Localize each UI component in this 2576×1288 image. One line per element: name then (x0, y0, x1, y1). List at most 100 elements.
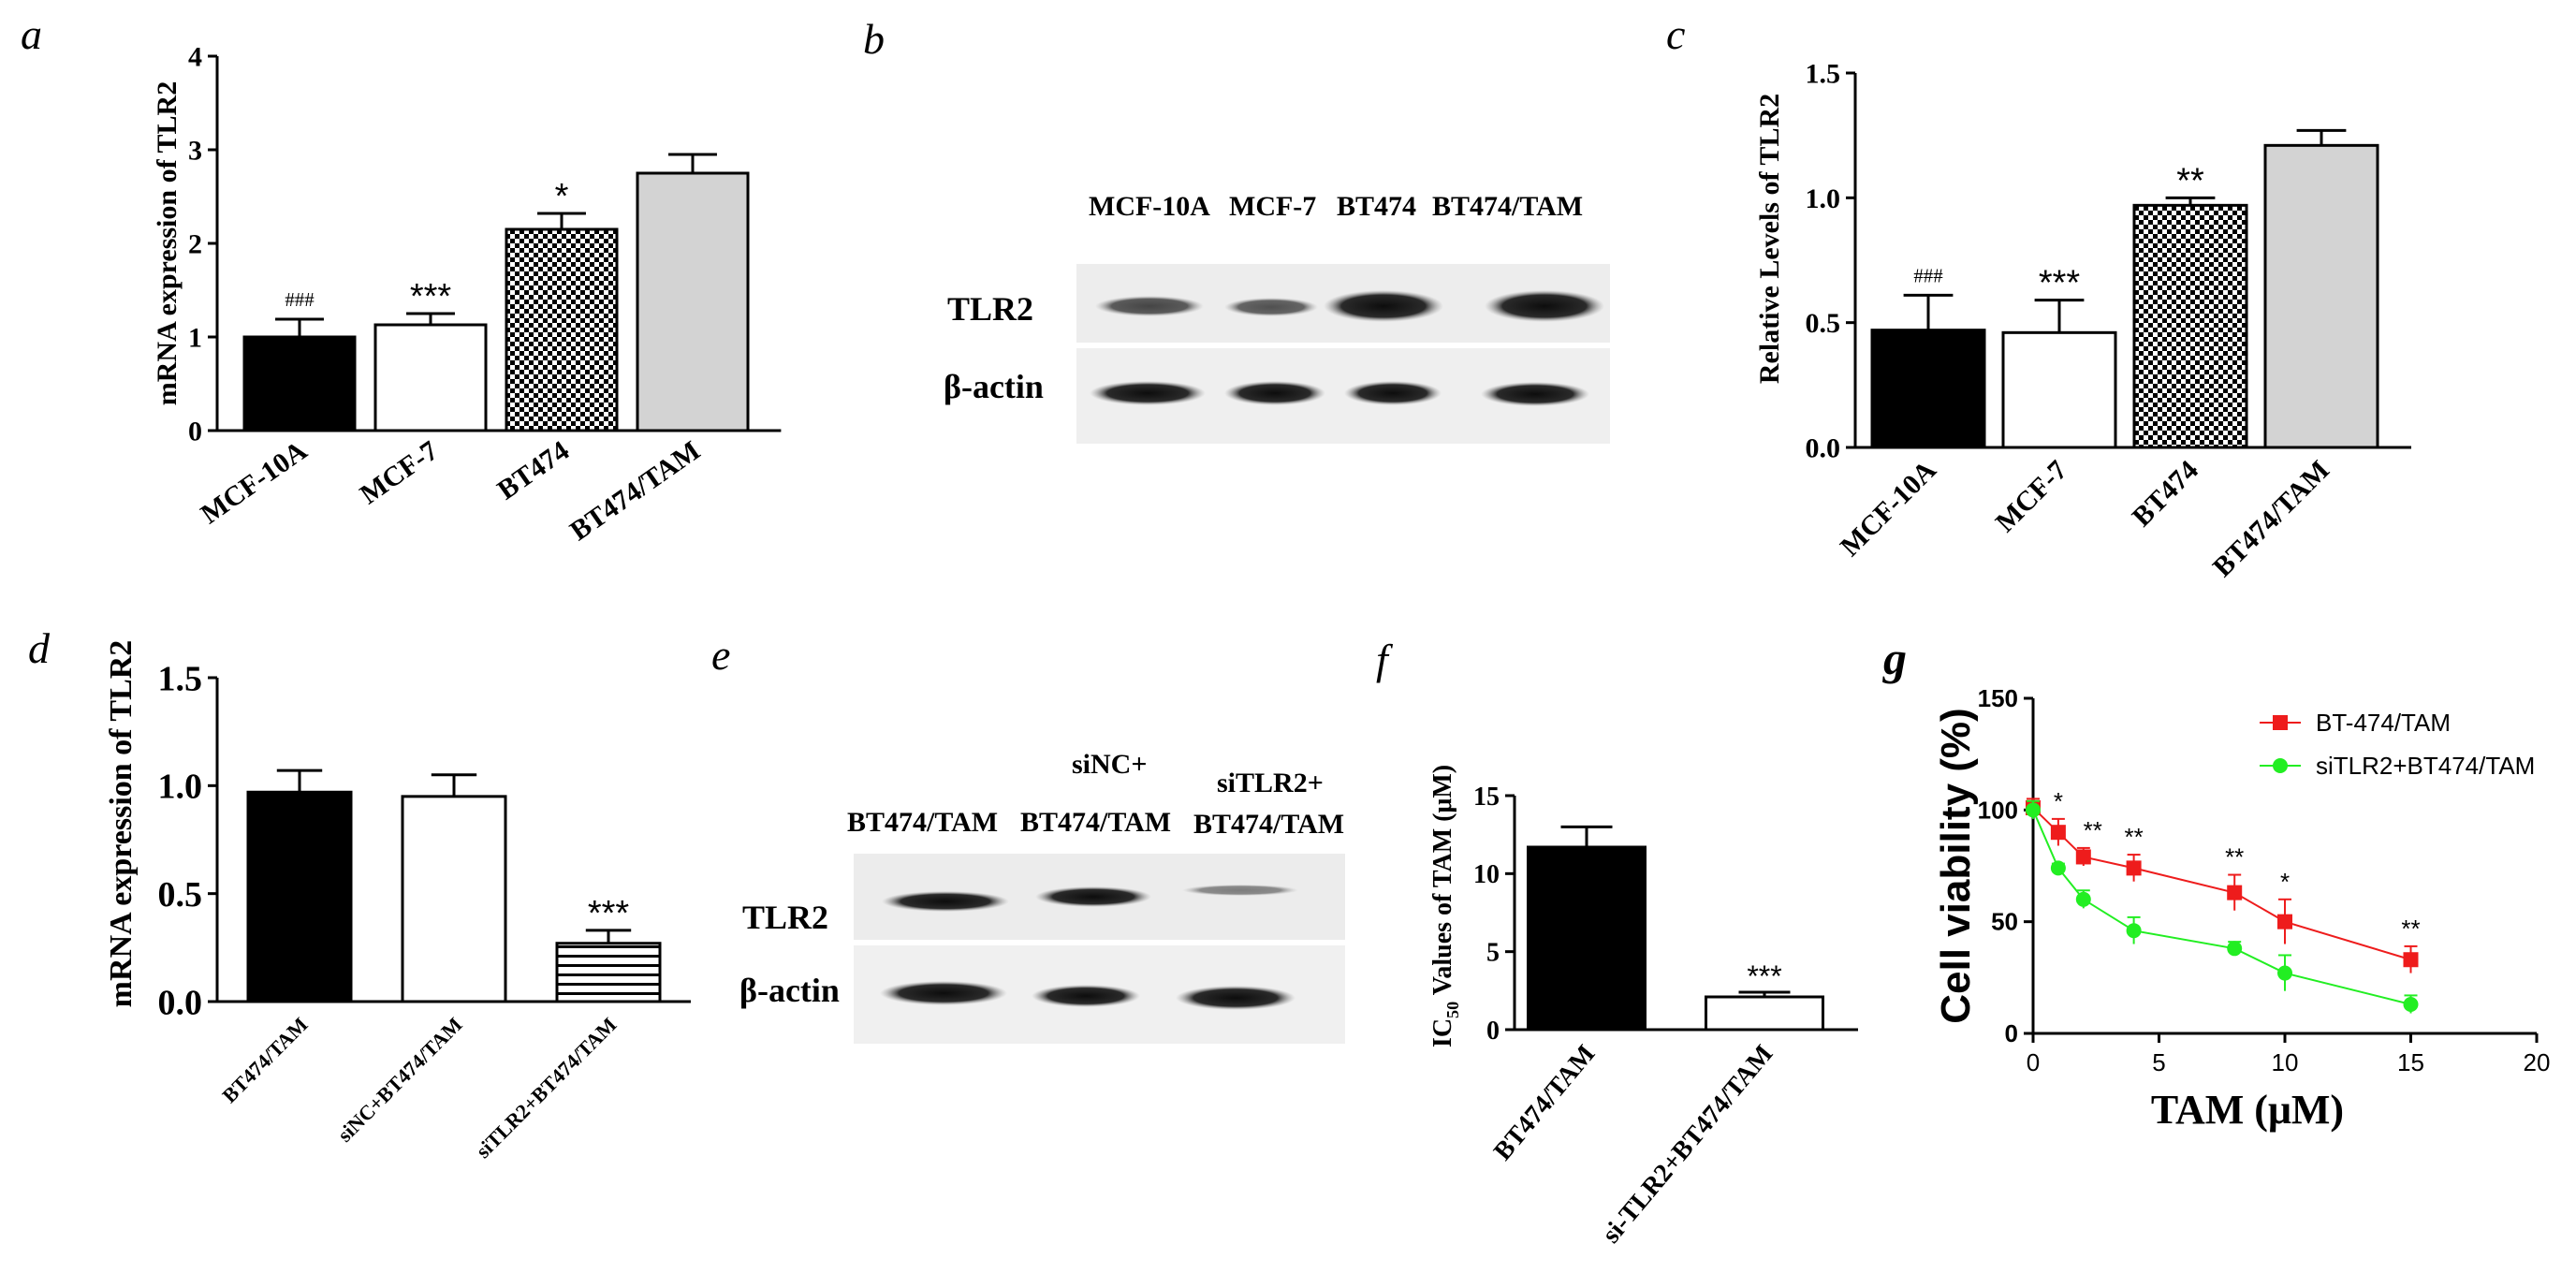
x-tick-label-g-1: 5 (2152, 1048, 2165, 1076)
panel-label-d: d (28, 624, 51, 672)
x-tick-label-g-0: 0 (2027, 1048, 2040, 1076)
x-axis-label-g: TAM (μM) (2151, 1087, 2344, 1133)
x-tick-label-d-2: siTLR2+BT474/TAM (471, 1013, 621, 1163)
bar-c-3 (2263, 143, 2379, 449)
y-tick-label-a-0: 0 (188, 417, 202, 447)
blot-b-band-actin-1 (1090, 381, 1206, 405)
annotation-c-0: ### (1913, 264, 1943, 286)
y-tick-label-g-3: 150 (1978, 684, 2018, 712)
y-axis-label-a: mRNA expression of TLR2 (152, 81, 183, 405)
y-axis-label-rest: Values of TAM (μM) (1428, 765, 1457, 1002)
y-tick-label-f-2: 10 (1473, 860, 1500, 889)
blot-b-band-actin-3 (1344, 381, 1442, 405)
y-tick-label-c-1: 0.5 (1806, 308, 1841, 339)
series-1-point-6 (2403, 996, 2419, 1012)
annotation-a-0: ### (285, 288, 315, 311)
y-axis-label-main: IC (1428, 1018, 1457, 1047)
bar-c-2 (2132, 203, 2248, 449)
blot-b-band-tlr2-1 (1095, 296, 1204, 316)
annotation-g-5: ** (2401, 915, 2420, 943)
bar-d-0 (246, 790, 353, 1003)
chart-d: 0.0 0.5 1.0 1.5 mRNA expression of TLR2 BT474… (104, 640, 691, 1163)
blot-b-band-tlr2-3 (1324, 290, 1443, 322)
annotation-g-2: ** (2124, 823, 2143, 851)
x-tick-label-c-3: BT474/TAM (2207, 455, 2335, 583)
annotation-a-1: *** (410, 277, 452, 316)
y-tick-label-d-1: 0.5 (158, 875, 203, 915)
y-tick-label-f-0: 0 (1486, 1017, 1500, 1046)
legend-marker-0 (2273, 715, 2288, 730)
blot-b-lane-4: BT474/TAM (1432, 191, 1583, 222)
y-axis-label-f: IC50 Values of TAM (μM) (1428, 765, 1462, 1047)
legend-label-0: BT-474/TAM (2316, 709, 2451, 737)
y-axis-label-g: Cell viability (%) (1933, 708, 1979, 1023)
blot-e-band-tlr2-1 (882, 891, 1009, 912)
x-tick-label-a-0: MCF-10A (196, 435, 314, 531)
x-tick-label-g-4: 20 (2524, 1048, 2551, 1076)
legend-label-1: siTLR2+BT474/TAM (2316, 752, 2535, 780)
series-1-point-1 (2050, 860, 2066, 876)
x-tick-label-a-3: BT474/TAM (564, 435, 706, 547)
blot-b-band-actin-4 (1481, 382, 1589, 406)
blot-b-row-tlr2: TLR2 (947, 290, 1033, 328)
blot-e-row-tlr2: TLR2 (742, 899, 828, 936)
x-tick-label-c-0: MCF-10A (1835, 454, 1942, 562)
blot-b-row-actin: β-actin (944, 368, 1044, 405)
western-blot-e: BT474/TAM siNC+ BT474/TAM siTLR2+ BT474/… (739, 749, 1345, 1044)
y-tick-label-g-1: 50 (1991, 908, 2018, 936)
bar-f-1 (1705, 995, 1824, 1032)
blot-e-band-actin-2 (1032, 985, 1140, 1007)
annotation-c-2: ** (2176, 161, 2204, 200)
x-tick-label-d-0: BT474/TAM (217, 1013, 312, 1107)
annotation-d-2: *** (588, 894, 630, 933)
annotation-g-3: ** (2225, 843, 2244, 871)
series-0-point-1 (2050, 825, 2066, 841)
chart-g: 0 50 100 150 0 5 10 15 20 TAM (μM) Cell viability … (1933, 684, 2550, 1133)
blot-b-lane-1: MCF-10A (1089, 191, 1210, 222)
x-tick-label-f-0: BT474/TAM (1488, 1040, 1601, 1166)
blot-b-band-tlr2-4 (1485, 290, 1604, 322)
y-tick-label-c-0: 0.0 (1806, 433, 1841, 464)
y-axis-label-c: Relative Levels of TLR2 (1754, 94, 1785, 384)
y-tick-label-d-0: 0.0 (158, 983, 203, 1022)
blot-b-lane-2: MCF-7 (1229, 191, 1316, 222)
series-1-point-5 (2277, 965, 2292, 981)
x-tick-label-a-2: BT474 (491, 435, 575, 506)
y-tick-label-c-2: 1.0 (1806, 183, 1841, 214)
y-tick-label-a-4: 4 (188, 42, 202, 73)
x-tick-label-c-2: BT474 (2126, 455, 2203, 533)
x-tick-label-f-1: si-TLR2+BT474/TAM (1597, 1040, 1779, 1250)
bar-a-2 (505, 227, 619, 432)
x-tick-label-d-1: siNC+BT474/TAM (333, 1013, 467, 1147)
y-tick-label-d-2: 1.0 (158, 768, 203, 807)
x-tick-label-c-1: MCF-7 (1990, 455, 2073, 538)
bar-f-0 (1527, 845, 1647, 1032)
y-tick-label-c-3: 1.5 (1806, 59, 1841, 90)
series-0-point-5 (2277, 914, 2292, 929)
series-0-point-4 (2227, 885, 2243, 900)
series-1-point-3 (2126, 923, 2142, 939)
series-1-point-2 (2075, 891, 2091, 907)
legend-marker-1 (2273, 758, 2288, 773)
blot-e-lane-2-line-1: siNC+ (1072, 749, 1147, 780)
blot-e-lane-3-line-2: BT474/TAM (1193, 809, 1344, 840)
x-tick-label-g-3: 15 (2397, 1048, 2424, 1076)
blot-e-lane-2-line-2: BT474/TAM (1020, 807, 1171, 838)
annotation-g-0: * (2054, 787, 2063, 815)
y-tick-label-d-3: 1.5 (158, 659, 203, 698)
y-axis-label-d: mRNA expression of TLR2 (104, 640, 139, 1008)
bar-c-1 (2001, 330, 2117, 449)
chart-f: 0 5 10 15 IC50 Values of TAM (μM) BT474/TAM **… (1428, 765, 1858, 1249)
bar-d-1 (401, 795, 507, 1003)
blot-b-band-tlr2-2 (1224, 298, 1318, 316)
y-tick-label-g-0: 0 (2005, 1019, 2018, 1047)
y-tick-label-a-1: 1 (188, 323, 202, 354)
blot-e-lane-1-line-1: BT474/TAM (847, 807, 998, 838)
annotation-a-2: * (555, 177, 569, 216)
blot-e-band-actin-3 (1176, 986, 1295, 1010)
panel-label-f: f (1376, 636, 1394, 683)
panel-label-e: e (711, 631, 730, 679)
blot-b-band-actin-2 (1224, 381, 1325, 405)
